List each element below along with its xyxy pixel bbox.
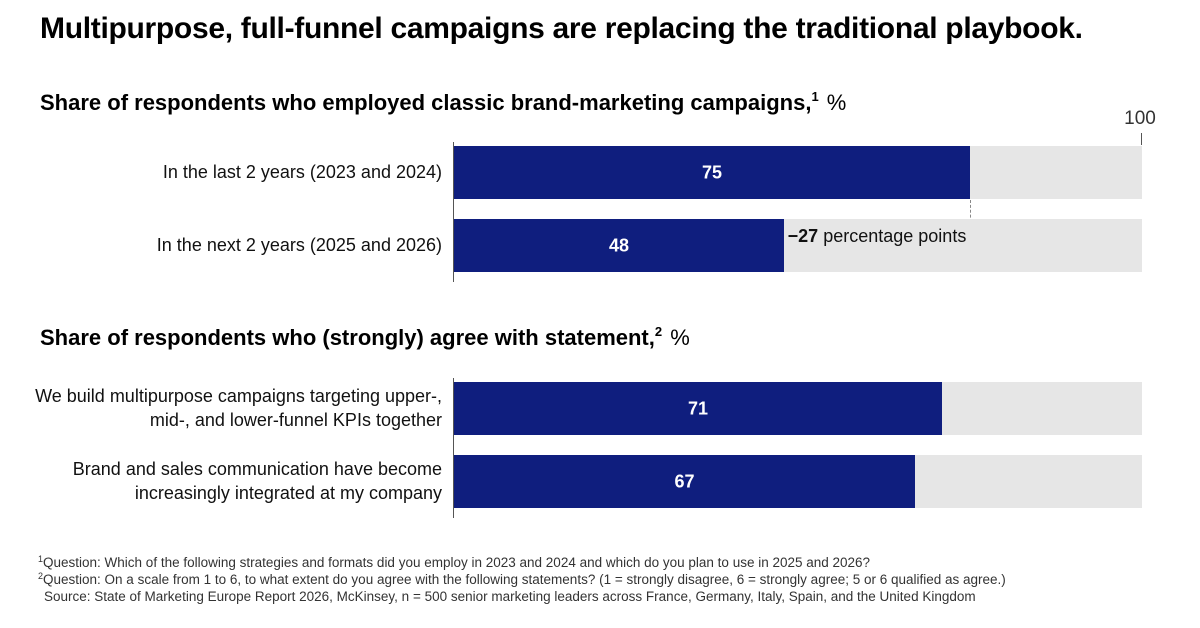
bar-value-label: 67 [674,471,695,491]
chart1-baseline [453,142,454,282]
chart1-unit: % [826,90,847,115]
category-label: In the next 2 years (2025 and 2026) [156,235,442,255]
bar-track: 71 [454,382,1142,435]
bar-track: 48 [454,219,1142,272]
bar-value-label: 75 [701,162,723,182]
bar-last-2-years [454,146,970,199]
axis-max-tick [1141,133,1142,145]
bar-track: 75 [454,146,1142,199]
footnote-2: 2Question: On a scale from 1 to 6, to wh… [38,571,1006,588]
difference-annotation: −27 percentage points [784,225,970,248]
footnote-1-text: Question: Which of the following strateg… [43,555,871,570]
footnote-2-marker: 2 [38,571,44,581]
chart1-title-text: Share of respondents who employed classi… [40,90,812,115]
chart-title: Multipurpose, full-funnel campaigns are … [40,12,1083,45]
axis-max-label: 100 [1124,108,1156,129]
category-label: In the last 2 years (2023 and 2024) [162,162,442,182]
category-label: Brand and sales communication have becom… [72,459,442,503]
footnote-1-marker: 1 [38,554,44,564]
bar-track: 67 [454,455,1142,508]
footnote-1: 1Question: Which of the following strate… [38,554,1006,571]
bar-value-label: 48 [608,235,630,255]
chart2-title-text: Share of respondents who (strongly) agre… [40,325,655,350]
bar-brand-sales-integration [454,455,915,508]
chart1-footnote-marker: 1 [811,89,819,104]
source-note: Source: State of Marketing Europe Report… [44,589,976,604]
bar-next-2-years [454,219,784,272]
footnote-2-text: Question: On a scale from 1 to 6, to wha… [43,572,1006,587]
chart2-footnote-marker: 2 [654,324,663,339]
difference-value: −27 [787,226,819,246]
bar-value-label: 71 [687,398,709,418]
chart1-title: Share of respondents who employed classi… [40,90,846,116]
footnotes: 1Question: Which of the following strate… [38,554,1006,605]
category-label: We build multipurpose campaigns targetin… [35,386,442,430]
chart2-baseline [453,378,454,518]
bar-multipurpose-campaigns [454,382,942,435]
chart2-title: Share of respondents who (strongly) agre… [40,325,690,351]
chart2-unit: % [670,325,690,350]
difference-text: percentage points [823,226,967,246]
